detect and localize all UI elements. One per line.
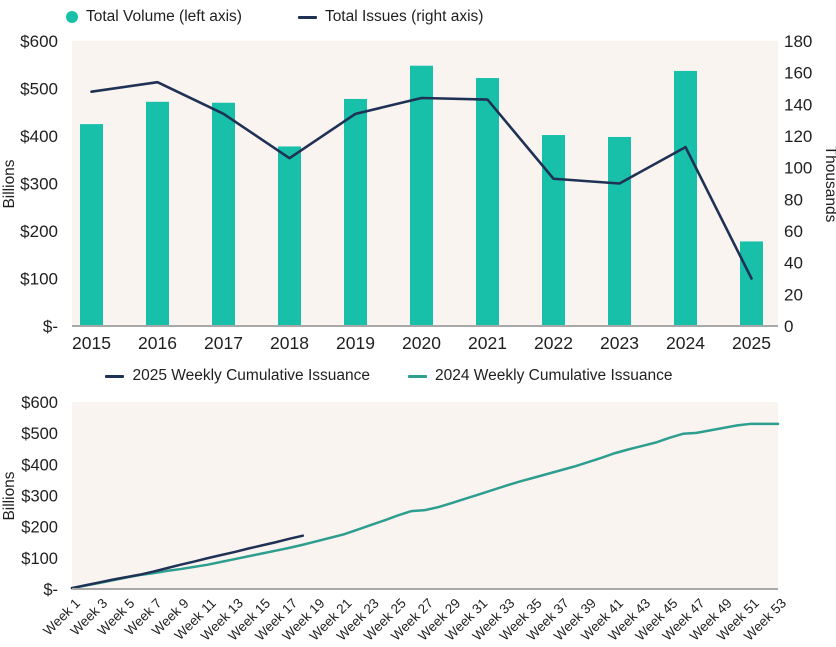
bottom-left-tick: $- — [43, 581, 58, 599]
bottom-left-tick: $300 — [21, 488, 58, 506]
top-chart: $- $100 $200 $300 $400 $500 $600 0 20 40 60 80 100 12… — [1, 32, 836, 353]
cumulative-2025-line-icon — [105, 374, 125, 378]
bar-2024 — [674, 70, 697, 326]
bottom-plot-area — [72, 402, 778, 589]
bottom-left-axis-title: Billions — [1, 471, 18, 520]
legend-item-2024-cumulative: 2024 Weekly Cumulative Issuance — [408, 367, 673, 385]
top-right-tick: 60 — [784, 222, 803, 241]
top-right-tick: 20 — [784, 285, 803, 304]
top-left-tick: $200 — [20, 222, 58, 241]
top-right-tick: 160 — [784, 64, 812, 83]
cumulative-2024-line-icon — [408, 374, 427, 378]
legend-label-2024-cumulative: 2024 Weekly Cumulative Issuance — [435, 367, 673, 384]
year-label: 2016 — [138, 333, 177, 353]
top-right-tick: 180 — [784, 32, 812, 51]
bar-2020 — [410, 65, 433, 326]
top-left-tick: $- — [43, 317, 58, 336]
year-label: 2021 — [468, 333, 507, 353]
bar-2021 — [476, 78, 499, 326]
total-issues-line-icon — [297, 15, 317, 19]
top-right-tick: 40 — [784, 254, 803, 273]
bar-2017 — [212, 102, 235, 326]
year-label: 2017 — [204, 333, 243, 353]
year-label: 2020 — [402, 333, 441, 353]
bar-2018 — [278, 146, 301, 326]
bottom-left-tick: $600 — [21, 394, 58, 412]
legend-label-2025-cumulative: 2025 Weekly Cumulative Issuance — [132, 367, 370, 384]
top-chart-legend: Total Volume (left axis) Total Issues (r… — [66, 8, 483, 26]
total-volume-dot-icon — [66, 11, 78, 23]
bar-2025 — [740, 241, 763, 326]
year-label: 2018 — [270, 333, 309, 353]
bottom-left-tick: $500 — [21, 425, 58, 443]
top-right-axis-title: Thousands — [822, 146, 836, 223]
legend-label-total-volume: Total Volume (left axis) — [86, 8, 242, 25]
top-left-axis-title: Billions — [1, 159, 18, 208]
bottom-left-tick: $400 — [21, 456, 58, 474]
bottom-left-tick: $100 — [21, 550, 58, 568]
bottom-chart-legend: 2025 Weekly Cumulative Issuance 2024 Wee… — [0, 367, 778, 385]
year-label: 2023 — [600, 333, 639, 353]
legend-item-2025-cumulative: 2025 Weekly Cumulative Issuance — [105, 367, 370, 385]
top-left-tick: $100 — [20, 270, 58, 289]
top-left-tick: $400 — [20, 127, 58, 146]
bar-2015 — [80, 124, 103, 326]
bar-2023 — [608, 136, 631, 326]
legend-label-total-issues: Total Issues (right axis) — [324, 8, 484, 25]
year-label: 2015 — [72, 333, 111, 353]
bar-2019 — [344, 98, 367, 326]
year-label: 2022 — [534, 333, 573, 353]
year-label: 2019 — [336, 333, 375, 353]
bottom-left-tick: $200 — [21, 519, 58, 537]
year-label: 2024 — [666, 333, 705, 353]
top-left-tick: $500 — [20, 80, 58, 99]
line-2025-weekly-cumulative-issuance — [70, 534, 305, 590]
bar-2016 — [146, 101, 169, 326]
legend-item-total-volume: Total Volume (left axis) — [66, 8, 242, 26]
total-issues-line — [90, 80, 753, 280]
year-label: 2025 — [732, 333, 771, 353]
line-2024-weekly-cumulative-issuance — [70, 422, 780, 590]
top-right-tick: 100 — [784, 159, 812, 178]
bar-2022 — [542, 135, 565, 326]
top-right-tick: 80 — [784, 190, 803, 209]
legend-item-total-issues: Total Issues (right axis) — [297, 8, 484, 26]
top-right-tick: 120 — [784, 127, 812, 146]
top-left-tick: $300 — [20, 175, 58, 194]
top-right-tick: 0 — [784, 317, 793, 336]
top-left-tick: $600 — [20, 32, 58, 51]
top-right-tick: 140 — [784, 95, 812, 114]
